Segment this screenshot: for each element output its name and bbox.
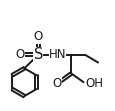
Text: O: O bbox=[16, 48, 25, 61]
Text: S: S bbox=[33, 47, 43, 62]
Text: O: O bbox=[33, 30, 43, 43]
Text: HN: HN bbox=[48, 48, 66, 61]
Text: OH: OH bbox=[85, 77, 102, 90]
Text: O: O bbox=[52, 77, 62, 90]
